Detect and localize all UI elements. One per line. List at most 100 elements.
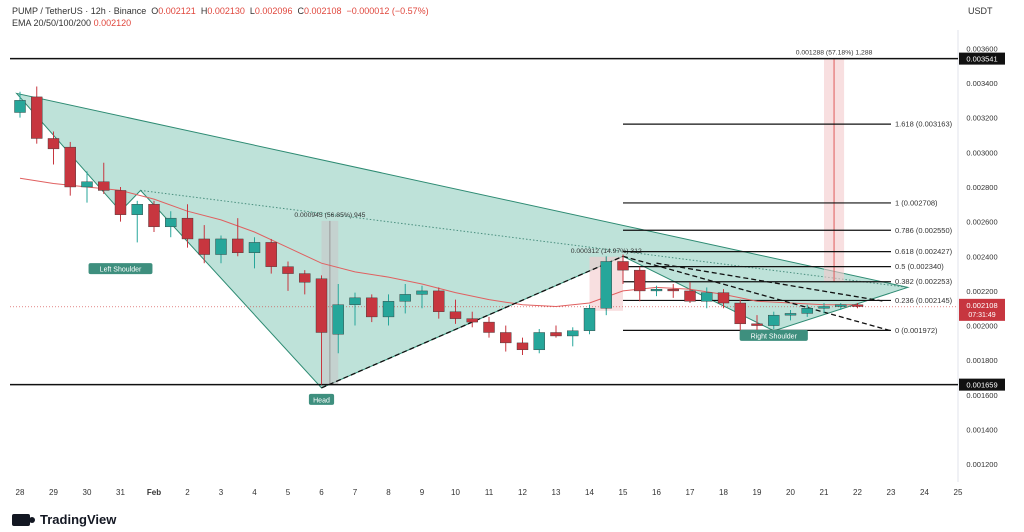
x-tick-label: 10 <box>451 488 460 497</box>
y-tick-label: 0.003400 <box>966 79 997 88</box>
candle-body <box>181 217 194 240</box>
fib-level-label: 0.786 (0.002550) <box>895 226 953 235</box>
candle-body <box>851 304 864 307</box>
candle-body <box>583 308 596 331</box>
y-tick-label: 0.001400 <box>966 425 997 434</box>
x-tick-label: 31 <box>116 488 125 497</box>
x-tick-label: 25 <box>954 488 963 497</box>
symbol-header: PUMP / TetherUS · 12h · Binance O0.00212… <box>12 6 429 16</box>
x-tick-label: 19 <box>753 488 762 497</box>
candle-body <box>248 242 261 254</box>
pattern-label-box <box>88 263 153 275</box>
candle-body <box>282 266 294 274</box>
candle-body <box>315 278 328 333</box>
fib-level-label: 1.618 (0.003163) <box>895 120 953 129</box>
candle-body <box>198 238 210 255</box>
measure-label: 0.000945 (56.85%) 945 <box>294 212 365 219</box>
candle-body <box>600 261 612 309</box>
candle-body <box>416 290 428 295</box>
candle-body <box>784 313 797 316</box>
close-value: 0.002108 <box>303 6 342 16</box>
change-value: −0.000012 (−0.57%) <box>346 6 429 16</box>
measure-label: 0.000312 (14.97%) 312 <box>571 248 642 255</box>
candle-body <box>64 146 76 188</box>
tradingview-logo: TradingView <box>12 512 116 527</box>
open-value: 0.002121 <box>158 6 196 16</box>
currency-unit: USDT <box>968 6 993 16</box>
candle-body <box>165 217 177 228</box>
close-label: C <box>297 6 304 16</box>
x-tick-label: 6 <box>319 488 324 497</box>
current-price-tag <box>959 298 1005 321</box>
x-tick-label: 21 <box>820 488 829 497</box>
pattern-label: Left Shoulder <box>100 267 142 274</box>
pattern-area <box>15 92 910 389</box>
candle-body <box>533 332 545 351</box>
x-tick-label: 28 <box>16 488 25 497</box>
bar-countdown: 07:31:49 <box>968 312 995 319</box>
y-tick-label: 0.003600 <box>966 44 997 53</box>
y-tick-label: 0.002000 <box>966 322 997 331</box>
x-tick-label: 29 <box>49 488 58 497</box>
candle-body <box>684 290 696 302</box>
fib-level-label: 0.382 (0.002253) <box>895 277 953 286</box>
candle-body <box>14 100 26 113</box>
current-price-value: 0.002108 <box>966 301 997 310</box>
x-tick-label: 11 <box>485 488 494 497</box>
x-tick-label: 13 <box>552 488 561 497</box>
y-tick-label: 0.001200 <box>966 460 997 469</box>
pattern-label-box <box>739 329 808 341</box>
y-tick-label: 0.002600 <box>966 218 997 227</box>
x-tick-label: 9 <box>420 488 425 497</box>
candle-body <box>516 342 529 351</box>
candle-body <box>366 297 378 318</box>
fib-level-label: 1 (0.002708) <box>895 198 938 207</box>
horizontal-level-tag <box>959 378 1005 391</box>
x-tick-label: 14 <box>585 488 594 497</box>
x-tick-label: 5 <box>286 488 291 497</box>
trend-dashed-line <box>656 262 885 302</box>
neckline <box>140 189 908 288</box>
candle-body <box>399 294 411 302</box>
x-tick-label: 2 <box>185 488 190 497</box>
x-tick-label: 16 <box>652 488 661 497</box>
candle-body <box>717 292 730 304</box>
x-tick-label: 3 <box>219 488 224 497</box>
x-tick-label: 22 <box>853 488 862 497</box>
candle-body <box>148 204 160 228</box>
candle-body <box>567 330 579 337</box>
candle-body <box>667 288 679 292</box>
low-label: L <box>249 6 255 16</box>
pattern-label: Head <box>313 397 330 404</box>
candle-body <box>47 138 60 150</box>
x-tick-label: 17 <box>686 488 695 497</box>
x-tick-label: 12 <box>518 488 527 497</box>
x-tick-label: 20 <box>786 488 795 497</box>
horizontal-level-tag <box>959 52 1005 65</box>
horizontal-level-value: 0.003541 <box>966 55 997 64</box>
candle-body <box>433 290 445 312</box>
low-value: 0.002096 <box>254 6 293 16</box>
indicator-legend[interactable]: EMA 20/50/100/200 0.002120 <box>12 18 131 28</box>
ema-label: EMA 20/50/100/200 <box>12 18 92 28</box>
candle-body <box>31 96 43 139</box>
x-tick-label: Feb <box>147 488 161 497</box>
candle-body <box>550 332 562 337</box>
x-tick-label: 24 <box>920 488 929 497</box>
candle-body <box>215 238 227 255</box>
candle-body <box>801 308 813 314</box>
fib-level-label: 0.5 (0.002340) <box>895 262 944 271</box>
candle-body <box>114 190 127 215</box>
candle-body <box>835 304 847 307</box>
candle-body <box>634 269 646 292</box>
candle-body <box>299 273 311 283</box>
symbol-title: PUMP / TetherUS · 12h · Binance <box>12 6 147 16</box>
high-label: H <box>200 6 208 16</box>
candle-body <box>751 323 763 326</box>
y-tick-label: 0.002400 <box>966 252 997 261</box>
candle-body <box>232 238 244 254</box>
x-tick-label: 23 <box>887 488 896 497</box>
fib-level-label: 0 (0.001972) <box>895 326 938 335</box>
